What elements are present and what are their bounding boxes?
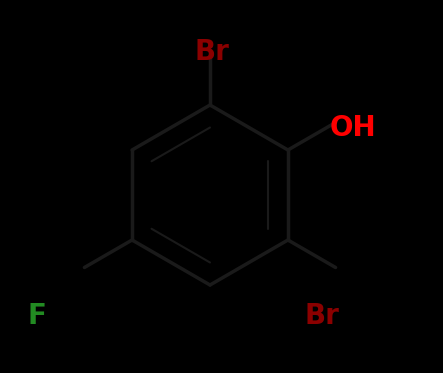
Text: Br: Br bbox=[195, 38, 230, 66]
Text: Br: Br bbox=[305, 302, 340, 330]
Text: F: F bbox=[28, 302, 47, 330]
Text: OH: OH bbox=[330, 114, 377, 142]
